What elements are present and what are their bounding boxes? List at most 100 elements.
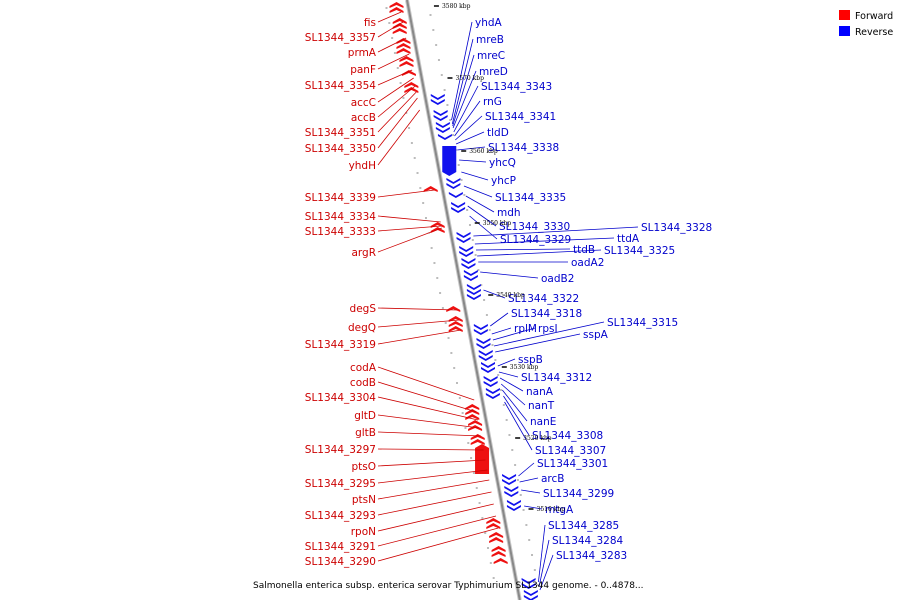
forward-connector bbox=[377, 91, 417, 133]
reverse-gene-label: mreD bbox=[479, 66, 508, 78]
forward-gene-block bbox=[470, 434, 485, 445]
backbone-line bbox=[406, 0, 521, 600]
reverse-gene-label: mdh bbox=[497, 207, 521, 219]
forward-connector bbox=[377, 515, 497, 547]
reverse-connector bbox=[463, 185, 493, 198]
kbp-label: 3580 kbp bbox=[442, 3, 471, 10]
kbp-label: 3510 kbp bbox=[537, 506, 566, 513]
reverse-connector bbox=[457, 146, 486, 151]
reverse-gene-block bbox=[521, 578, 536, 589]
forward-gene-label: SL1344_3295 bbox=[305, 478, 376, 490]
reverse-gene-label: nanE bbox=[530, 416, 556, 428]
forward-gene-block bbox=[468, 420, 483, 431]
reverse-gene-label: SL1344_3343 bbox=[481, 81, 552, 93]
reverse-gene-label: oadB2 bbox=[541, 273, 574, 285]
forward-gene-label: fis bbox=[364, 17, 376, 29]
reverse-connector bbox=[491, 327, 512, 335]
forward-gene-label: yhdH bbox=[349, 160, 376, 172]
reverse-gene-label: rpsI bbox=[538, 323, 558, 335]
reverse-gene-block bbox=[483, 376, 498, 387]
forward-gene-block bbox=[423, 186, 438, 192]
reverse-connector bbox=[452, 70, 477, 129]
reverse-connector bbox=[519, 477, 539, 483]
reverse-gene-block bbox=[463, 270, 478, 281]
reverse-gene-label: SL1344_3325 bbox=[604, 245, 675, 257]
reverse-gene-label: arcB bbox=[541, 473, 565, 485]
reverse-connector bbox=[475, 248, 571, 251]
forward-gene-label: SL1344_3350 bbox=[305, 143, 376, 155]
forward-gene-block bbox=[404, 82, 419, 93]
forward-gene-label: SL1344_3354 bbox=[305, 80, 377, 92]
forward-gene-block bbox=[475, 444, 490, 474]
kbp-label: 3570 kbp bbox=[455, 75, 484, 82]
reverse-connector bbox=[465, 195, 495, 213]
reverse-connector bbox=[503, 395, 530, 436]
reverse-gene-label: SL1344_3301 bbox=[537, 458, 608, 470]
reverse-connector bbox=[455, 131, 485, 145]
forward-gene-label: SL1344_3333 bbox=[305, 226, 376, 238]
forward-gene-label: SL1344_3304 bbox=[305, 392, 377, 404]
forward-gene-label: SL1344_3351 bbox=[305, 127, 376, 139]
forward-gene-label: SL1344_3290 bbox=[305, 556, 376, 568]
reverse-gene-label: SL1344_3341 bbox=[485, 111, 556, 123]
forward-gene-label: accC bbox=[351, 97, 376, 109]
forward-gene-label: accB bbox=[351, 112, 376, 124]
forward-connector bbox=[377, 227, 443, 253]
reverse-connector bbox=[518, 462, 535, 477]
forward-connector bbox=[377, 307, 458, 311]
reverse-connector bbox=[474, 237, 615, 245]
legend-reverse-label: Reverse bbox=[855, 27, 893, 38]
reverse-connector bbox=[524, 505, 543, 510]
forward-connector bbox=[377, 85, 416, 118]
reverse-connector bbox=[538, 524, 546, 583]
reverse-gene-label: ttdA bbox=[617, 233, 640, 245]
reverse-gene-block bbox=[430, 94, 445, 105]
forward-gene-label: panF bbox=[350, 64, 376, 76]
reverse-gene-label: yhcP bbox=[491, 175, 516, 187]
forward-gene-label: gltD bbox=[354, 410, 376, 422]
forward-gene-block bbox=[389, 2, 404, 13]
forward-connector bbox=[377, 469, 488, 484]
reverse-connector bbox=[452, 54, 475, 127]
reverse-gene-block bbox=[480, 362, 495, 373]
reverse-connector bbox=[453, 85, 479, 133]
reverse-connector bbox=[493, 321, 605, 347]
reverse-connector bbox=[490, 312, 509, 327]
reverse-gene-block bbox=[506, 500, 521, 511]
tick-marks bbox=[385, 7, 539, 586]
reverse-connector bbox=[467, 205, 497, 227]
forward-connector bbox=[377, 77, 414, 103]
reverse-gene-block bbox=[504, 486, 519, 497]
forward-connector bbox=[377, 491, 492, 516]
legend: Forward Reverse bbox=[839, 10, 893, 38]
reverse-connector bbox=[451, 38, 474, 125]
reverse-connector bbox=[521, 489, 541, 494]
forward-gene-block bbox=[446, 306, 461, 312]
forward-connector bbox=[377, 97, 418, 149]
forward-gene-label: ptsN bbox=[352, 494, 376, 506]
kbp-label: 3540 kbp bbox=[496, 292, 525, 299]
reverse-gene-block bbox=[448, 192, 463, 198]
reverse-connector bbox=[461, 171, 489, 181]
forward-connector bbox=[377, 503, 494, 532]
gene-features bbox=[389, 2, 538, 600]
forward-connector bbox=[377, 53, 410, 70]
reverse-connector bbox=[500, 383, 526, 406]
forward-connector bbox=[377, 527, 499, 562]
reverse-gene-block bbox=[437, 134, 452, 140]
forward-gene-label: SL1344_3334 bbox=[305, 211, 377, 223]
forward-connector bbox=[377, 189, 435, 198]
reverse-connector bbox=[502, 389, 528, 422]
forward-gene-block bbox=[493, 558, 508, 564]
reverse-gene-label: rplM bbox=[514, 323, 537, 335]
reverse-connector bbox=[499, 377, 524, 392]
forward-gene-label: prmA bbox=[348, 47, 377, 59]
reverse-gene-label: SL1344_3284 bbox=[552, 535, 624, 547]
reverse-connector bbox=[473, 226, 639, 237]
forward-gene-label: SL1344_3319 bbox=[305, 339, 376, 351]
reverse-gene-label: SL1344_3308 bbox=[532, 430, 603, 442]
reverse-gene-block bbox=[435, 122, 450, 133]
forward-connector bbox=[377, 329, 462, 345]
forward-connector bbox=[377, 479, 490, 500]
reverse-gene-label: nanT bbox=[528, 400, 555, 412]
